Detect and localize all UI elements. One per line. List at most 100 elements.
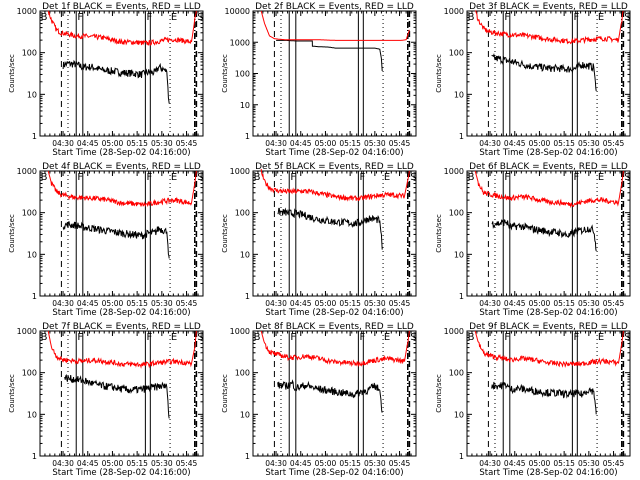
marker-label: S — [197, 332, 203, 343]
y-tick-label: 1000 — [17, 327, 37, 336]
y-tick-label: 10 — [27, 410, 37, 419]
x-tick-label: 04:45 — [77, 139, 99, 148]
series-line-lld — [260, 10, 410, 41]
y-tick-label: 10 — [454, 410, 464, 419]
x-tick-label: 04:45 — [290, 299, 312, 308]
plot-frame — [466, 10, 631, 137]
series-line-lld — [47, 10, 197, 46]
x-tick-label: 05:15 — [126, 459, 148, 468]
x-tick-label: 05:45 — [389, 299, 411, 308]
plot-frame — [252, 330, 417, 457]
y-tick-label: 10 — [454, 250, 464, 259]
series-line-events — [491, 53, 597, 92]
x-tick-label: 04:30 — [265, 459, 287, 468]
x-axis-label: Start Time (28-Sep-02 04:16:00) — [265, 148, 403, 158]
x-axis-label: Start Time (28-Sep-02 04:16:00) — [52, 308, 190, 318]
y-tick-label: 10 — [240, 410, 250, 419]
marker-label: B — [41, 172, 48, 183]
chart-title: Det 1f BLACK = Events, RED = LLD — [42, 2, 201, 12]
x-tick-label: 05:45 — [176, 459, 198, 468]
y-tick-label: 100 — [22, 209, 37, 218]
y-tick-label: 1 — [32, 132, 37, 141]
y-tick-label: 100 — [22, 369, 37, 378]
x-tick-label: 05:00 — [102, 299, 124, 308]
chart-panel-det-8f: Det 8f BLACK = Events, RED = LLD Counts/s… — [221, 322, 417, 478]
x-tick-label: 04:45 — [504, 139, 526, 148]
series-line-events — [491, 218, 597, 252]
x-tick-label: 05:15 — [339, 459, 361, 468]
x-tick-label: 05:15 — [553, 139, 575, 148]
series-line-events — [64, 374, 170, 419]
y-tick-label: 100 — [235, 70, 250, 79]
y-tick-label: 10 — [27, 90, 37, 99]
marker-label: F — [359, 172, 365, 183]
plot-frame — [252, 170, 417, 297]
marker-label: E — [598, 12, 604, 23]
marker-label: B — [254, 172, 261, 183]
marker-label: F — [77, 12, 83, 23]
marker-label: F — [504, 172, 510, 183]
marker-label: F — [573, 12, 579, 23]
y-tick-label: 100 — [235, 209, 250, 218]
y-tick-label: 1000 — [17, 167, 37, 176]
x-tick-label: 05:45 — [176, 299, 198, 308]
marker-label: F — [146, 172, 152, 183]
y-tick-label: 10 — [240, 250, 250, 259]
marker-label: S — [410, 172, 416, 183]
x-tick-label: 04:30 — [52, 459, 74, 468]
x-tick-label: 04:30 — [52, 299, 74, 308]
marker-label: F — [359, 332, 365, 343]
chart-panel-det-4f: Det 4f BLACK = Events, RED = LLD Counts/s… — [8, 162, 204, 318]
y-tick-label: 100 — [235, 369, 250, 378]
y-tick-label: 1 — [245, 452, 250, 461]
marker-label: F — [146, 12, 152, 23]
y-axis-label: Counts/sec — [435, 214, 443, 253]
y-tick-label: 1 — [245, 292, 250, 301]
marker-label: S — [624, 12, 630, 23]
chart-panel-det-7f: Det 7f BLACK = Events, RED = LLD Counts/s… — [8, 322, 204, 478]
x-tick-label: 05:30 — [151, 139, 173, 148]
marker-label: B — [254, 332, 261, 343]
x-axis-label: Start Time (28-Sep-02 04:16:00) — [479, 148, 617, 158]
marker-label: S — [624, 332, 630, 343]
series-line-events — [277, 379, 383, 413]
plot-frame — [466, 330, 631, 457]
x-tick-label: 05:45 — [389, 459, 411, 468]
marker-label: F — [77, 332, 83, 343]
y-tick-label: 1 — [459, 292, 464, 301]
x-tick-label: 04:45 — [504, 299, 526, 308]
chart-title: Det 7f BLACK = Events, RED = LLD — [42, 322, 201, 332]
chart-title: Det 4f BLACK = Events, RED = LLD — [42, 162, 201, 172]
marker-label: F — [146, 332, 152, 343]
series-line-events — [62, 221, 170, 259]
chart-title: Det 2f BLACK = Events, RED = LLD — [255, 2, 414, 12]
marker-label: S — [410, 332, 416, 343]
y-tick-label: 1 — [32, 452, 37, 461]
plot-frame — [39, 10, 204, 137]
x-tick-label: 05:30 — [364, 459, 386, 468]
plot-frame — [252, 10, 417, 137]
x-tick-label: 05:30 — [364, 299, 386, 308]
x-tick-label: 04:45 — [504, 459, 526, 468]
y-tick-label: 1 — [245, 132, 250, 141]
y-tick-label: 10 — [27, 250, 37, 259]
marker-label: F — [77, 172, 83, 183]
x-tick-label: 05:15 — [339, 299, 361, 308]
y-tick-label: 100 — [449, 209, 464, 218]
x-tick-label: 05:00 — [315, 299, 337, 308]
y-tick-label: 1000 — [230, 38, 250, 47]
series-line-events — [276, 39, 383, 72]
x-tick-label: 05:45 — [603, 299, 625, 308]
chart-title: Det 8f BLACK = Events, RED = LLD — [255, 322, 414, 332]
marker-label: F — [290, 172, 296, 183]
chart-panel-det-6f: Det 6f BLACK = Events, RED = LLD Counts/s… — [435, 162, 631, 318]
y-tick-label: 10000 — [225, 7, 250, 16]
x-tick-label: 04:30 — [479, 459, 501, 468]
x-tick-label: 05:00 — [315, 459, 337, 468]
marker-label: S — [624, 172, 630, 183]
marker-label: E — [384, 332, 390, 343]
y-tick-label: 10 — [454, 90, 464, 99]
series-line-events — [62, 59, 170, 104]
x-tick-label: 04:30 — [265, 139, 287, 148]
series-line-lld — [474, 170, 624, 209]
